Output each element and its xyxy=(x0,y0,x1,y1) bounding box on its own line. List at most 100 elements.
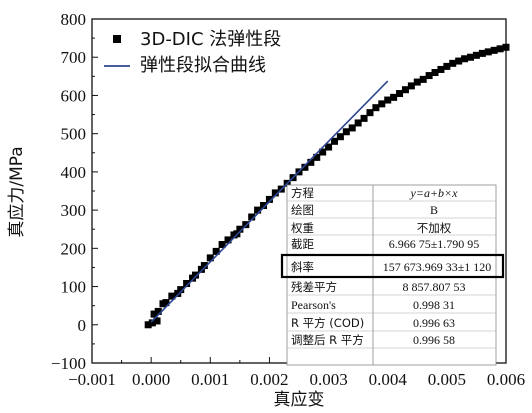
y-axis-title: 真应力/MPa xyxy=(7,146,27,237)
fit-table-value: 0.998 31 xyxy=(413,298,455,312)
data-point xyxy=(348,124,356,132)
fit-table-key: 斜率 xyxy=(291,260,314,274)
data-point xyxy=(413,78,421,86)
data-point xyxy=(236,225,244,233)
data-point xyxy=(478,49,486,57)
y-tick-label: 200 xyxy=(61,239,87,258)
fit-table-key: 绘图 xyxy=(291,203,314,217)
data-point xyxy=(490,46,498,54)
x-tick-label: −0.001 xyxy=(68,370,116,389)
data-point xyxy=(265,195,273,203)
y-tick-label: 100 xyxy=(61,278,87,297)
data-point xyxy=(183,279,191,287)
data-point xyxy=(472,51,480,59)
data-point xyxy=(354,119,362,127)
y-tick-labels: −100 0 100 200 300 400 500 600 700 800 xyxy=(51,10,86,373)
data-point xyxy=(431,69,439,77)
y-tick-label: 400 xyxy=(61,163,87,182)
fit-table-value: B xyxy=(430,203,438,217)
y-tick-label: 800 xyxy=(61,10,87,29)
fit-table-key: 方程 xyxy=(291,186,314,200)
fit-table: 方程 y=a+b×x 绘图 B 权重 不加权 截距 6.966 75±1.790… xyxy=(280,184,505,366)
data-point xyxy=(200,262,208,270)
data-point xyxy=(419,75,427,83)
data-point xyxy=(154,307,162,315)
data-point xyxy=(467,53,475,61)
data-point xyxy=(336,133,344,141)
data-point xyxy=(330,137,338,145)
data-point xyxy=(177,286,185,294)
data-point xyxy=(224,236,232,244)
fit-table-key: R 平方 (COD) xyxy=(291,316,364,330)
data-point xyxy=(248,213,256,221)
data-point xyxy=(168,292,176,300)
fit-table-value: 157 673.969 33±1 120 xyxy=(383,260,492,274)
data-point xyxy=(484,48,492,56)
data-point xyxy=(148,319,156,327)
fit-table-value: 0.996 58 xyxy=(413,333,455,347)
fit-table-value: y=a+b×x xyxy=(410,186,459,200)
data-point xyxy=(153,317,161,325)
fit-table-background xyxy=(286,184,497,366)
data-point xyxy=(313,153,321,161)
data-point xyxy=(360,114,368,122)
fit-table-key: 残差平方 xyxy=(291,280,337,294)
data-point xyxy=(197,265,205,273)
data-point xyxy=(307,158,315,166)
data-point xyxy=(372,104,380,112)
data-point xyxy=(407,82,415,90)
legend-label-scatter: 3D-DIC 法弹性段 xyxy=(140,29,281,50)
fit-table-value: 0.996 63 xyxy=(413,316,455,330)
data-point xyxy=(271,189,279,197)
fit-table-key: Pearson's xyxy=(291,298,336,312)
data-point xyxy=(496,45,504,53)
fit-table-key: 截距 xyxy=(291,237,314,251)
fit-table-value: 8 857.807 53 xyxy=(403,280,466,294)
data-point xyxy=(443,62,451,70)
fit-table-key: 调整后 R 平方 xyxy=(291,333,364,347)
data-point xyxy=(218,241,226,249)
x-tick-label: 0.006 xyxy=(487,370,525,389)
legend-marker-square xyxy=(113,35,121,43)
data-point xyxy=(192,271,199,279)
y-tick-label: −100 xyxy=(51,354,86,373)
data-point xyxy=(455,57,463,65)
data-point xyxy=(325,143,333,151)
x-tick-label: 0.000 xyxy=(132,370,170,389)
y-tick-label: 300 xyxy=(61,201,87,220)
data-point xyxy=(254,206,262,214)
fit-table-value: 不加权 xyxy=(417,221,452,235)
data-point xyxy=(212,247,220,255)
fit-line xyxy=(150,80,389,323)
y-tick-label: 500 xyxy=(61,125,87,144)
x-tick-labels: −0.001 0.000 0.001 0.002 0.003 0.004 0.005 0.00… xyxy=(68,370,525,389)
data-point xyxy=(301,163,309,171)
data-point xyxy=(378,100,386,108)
legend: 3D-DIC 法弹性段 弹性段拟合曲线 xyxy=(104,29,281,76)
data-point xyxy=(150,310,158,318)
fit-table-key: 权重 xyxy=(291,221,314,235)
x-tick-label: 0.004 xyxy=(369,370,408,389)
data-point xyxy=(366,109,374,117)
x-axis-title: 真应变 xyxy=(274,390,325,410)
data-point xyxy=(437,65,445,73)
data-point xyxy=(260,202,268,210)
data-point xyxy=(342,128,350,136)
data-point xyxy=(396,90,404,98)
y-tick-label: 700 xyxy=(61,48,87,67)
fit-table-value: 6.966 75±1.790 95 xyxy=(389,237,480,251)
legend-label-fit: 弹性段拟合曲线 xyxy=(140,55,266,76)
x-tick-label: 0.002 xyxy=(250,370,288,389)
slope-row-highlight xyxy=(280,253,505,279)
data-point xyxy=(206,254,214,262)
data-point xyxy=(401,86,409,94)
data-point xyxy=(144,321,152,329)
y-tick-label: 600 xyxy=(61,86,87,105)
data-point xyxy=(449,59,457,67)
data-point xyxy=(162,299,170,307)
data-point xyxy=(390,93,398,101)
data-point xyxy=(174,289,182,297)
y-tick-label: 0 xyxy=(78,316,87,335)
x-tick-label: 0.005 xyxy=(428,370,466,389)
